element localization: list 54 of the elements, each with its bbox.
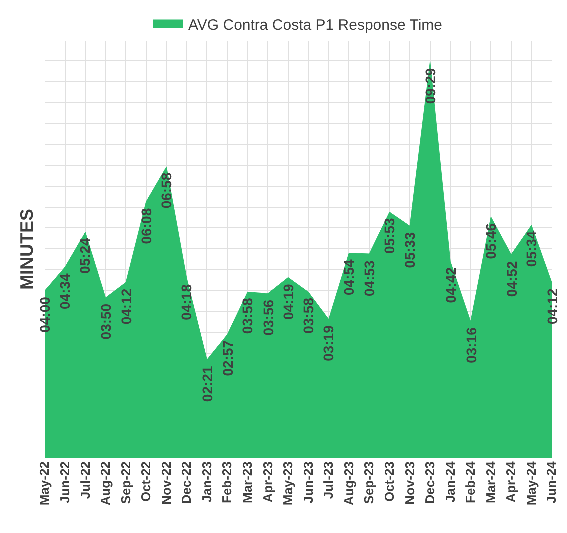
x-tick-label: May-22 <box>37 462 52 506</box>
data-label: 04:53 <box>361 260 378 296</box>
data-label: 04:54 <box>340 259 357 296</box>
data-label: 04:42 <box>442 267 459 304</box>
data-label: 06:58 <box>158 172 175 209</box>
data-label: 05:46 <box>483 223 500 260</box>
x-tick-label: Oct-23 <box>382 462 397 502</box>
x-tick-label: Jun-22 <box>58 462 73 504</box>
data-label: 03:58 <box>240 298 256 334</box>
x-tick-label: Jan-23 <box>199 462 214 503</box>
x-tick-label: Jan-24 <box>442 460 458 503</box>
x-tick-label: Sep-23 <box>362 462 377 504</box>
data-label: 03:50 <box>98 304 114 340</box>
data-label: 05:24 <box>77 238 94 274</box>
x-tick-label: Nov-23 <box>402 462 418 505</box>
data-label: 09:29 <box>422 68 438 104</box>
x-tick-label: Nov-22 <box>158 462 174 505</box>
x-tick-label: Jun-23 <box>300 462 316 504</box>
data-label: 03:19 <box>320 325 336 362</box>
data-label: 04:00 <box>37 296 54 333</box>
x-tick-label: Mar-24 <box>483 460 498 504</box>
data-label: 03:16 <box>463 327 480 364</box>
data-label: 04:12 <box>118 288 135 325</box>
data-label: 05:33 <box>402 232 418 268</box>
data-label: 04:34 <box>57 273 74 310</box>
x-tick-label: Oct-22 <box>138 462 154 502</box>
x-tick-label: Apr-24 <box>504 460 519 503</box>
x-tick-label: Aug-22 <box>98 462 114 506</box>
x-tick-label: Apr-23 <box>260 462 276 503</box>
data-label: 05:53 <box>382 218 398 254</box>
x-tick-label: Aug-23 <box>341 462 356 506</box>
legend-label: AVG Contra Costa P1 Response Time <box>188 17 443 34</box>
x-tick-label: Jul-23 <box>321 462 336 500</box>
data-label: 03:58 <box>300 298 316 334</box>
x-tick-label: Jul-22 <box>78 462 93 500</box>
x-tick-label: Mar-23 <box>240 462 256 504</box>
data-label: 05:34 <box>523 231 540 268</box>
x-tick-label: Feb-24 <box>463 460 478 504</box>
x-tick-label: May-24 <box>524 460 539 506</box>
data-label: 02:21 <box>199 366 216 402</box>
x-tick-label: Jun-24 <box>544 460 560 504</box>
data-label: 06:08 <box>138 208 155 244</box>
data-label: 04:12 <box>544 288 560 325</box>
x-tick-label: Dec-22 <box>179 462 194 504</box>
data-label: 04:19 <box>280 284 297 320</box>
y-axis-title: MINUTES <box>17 209 38 290</box>
x-tick-label: Dec-23 <box>422 462 438 504</box>
data-label: 02:57 <box>220 340 236 376</box>
data-label: 04:18 <box>178 284 195 320</box>
data-label: 03:56 <box>260 300 276 336</box>
x-tick-label: Feb-23 <box>220 462 235 504</box>
data-label: 04:52 <box>504 261 520 298</box>
x-tick-label: Sep-22 <box>118 462 134 504</box>
x-tick-label: May-23 <box>280 462 296 506</box>
